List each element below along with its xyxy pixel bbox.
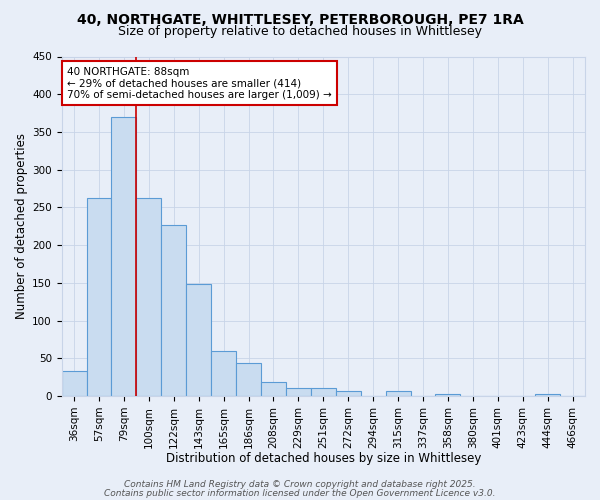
Text: Contains public sector information licensed under the Open Government Licence v3: Contains public sector information licen…: [104, 488, 496, 498]
Bar: [62, 371, 86, 396]
Bar: [112, 117, 136, 396]
Bar: [236, 363, 261, 396]
Bar: [186, 284, 211, 396]
Text: Size of property relative to detached houses in Whittlesey: Size of property relative to detached ho…: [118, 25, 482, 38]
Bar: [161, 226, 186, 396]
Bar: [436, 394, 460, 396]
Text: 40, NORTHGATE, WHITTLESEY, PETERBOROUGH, PE7 1RA: 40, NORTHGATE, WHITTLESEY, PETERBOROUGH,…: [77, 12, 523, 26]
Bar: [286, 388, 311, 396]
Bar: [211, 352, 236, 396]
Bar: [86, 198, 112, 396]
Bar: [311, 388, 336, 396]
Y-axis label: Number of detached properties: Number of detached properties: [15, 133, 28, 319]
Bar: [261, 382, 286, 396]
Bar: [535, 394, 560, 396]
Text: 40 NORTHGATE: 88sqm
← 29% of detached houses are smaller (414)
70% of semi-detac: 40 NORTHGATE: 88sqm ← 29% of detached ho…: [67, 66, 332, 100]
Bar: [336, 390, 361, 396]
Text: Contains HM Land Registry data © Crown copyright and database right 2025.: Contains HM Land Registry data © Crown c…: [124, 480, 476, 489]
Bar: [136, 198, 161, 396]
X-axis label: Distribution of detached houses by size in Whittlesey: Distribution of detached houses by size …: [166, 452, 481, 465]
Bar: [386, 392, 410, 396]
